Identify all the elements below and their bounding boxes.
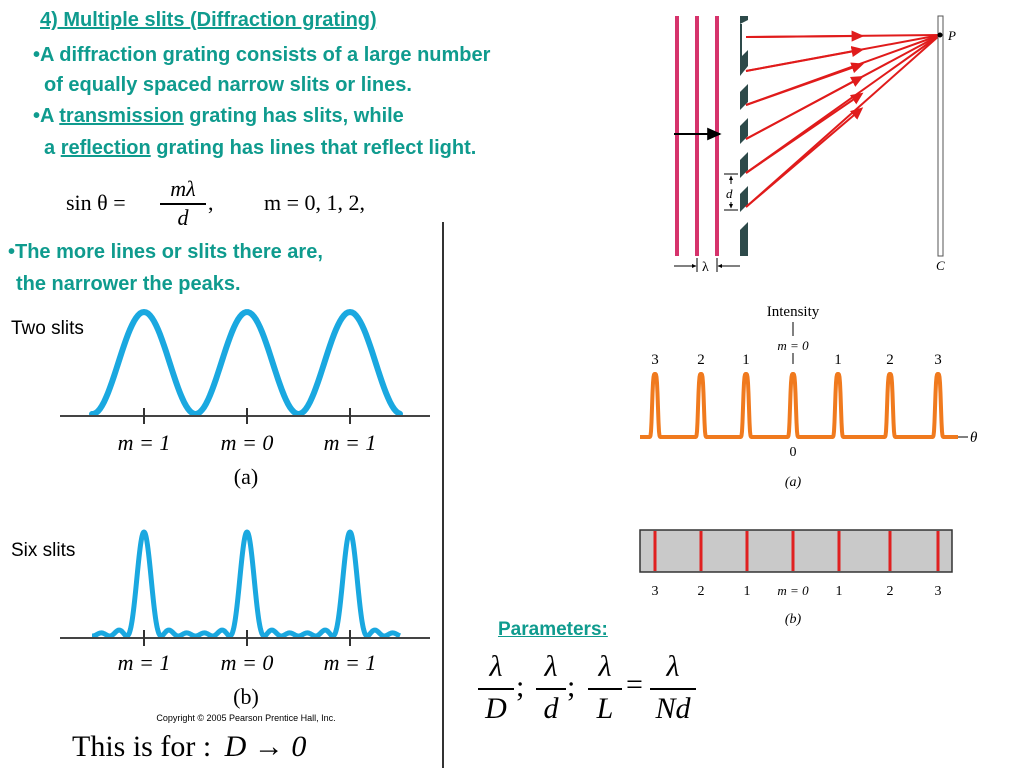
param-denominator: Nd bbox=[655, 692, 691, 725]
parameters-fractions: λ D ; λ d ; λ L = λ Nd bbox=[478, 650, 738, 740]
param-numerator: λ bbox=[544, 650, 558, 683]
footer-expression: D → 0 bbox=[224, 730, 307, 763]
term-reflection: reflection bbox=[60, 137, 151, 159]
screen-c-label: C bbox=[936, 258, 945, 273]
two-slits-label: Two slits bbox=[11, 318, 84, 339]
param-separator: ; bbox=[567, 670, 576, 703]
two-slits-curve bbox=[89, 308, 403, 418]
footer-text: This is for : bbox=[72, 730, 212, 763]
bullet-2b-post: grating has lines that reflect light. bbox=[150, 137, 477, 159]
six-slits-label: Six slits bbox=[11, 540, 76, 561]
strip-label: 1 bbox=[836, 584, 843, 599]
order-label: 2 bbox=[886, 352, 894, 368]
zero-label: 0 bbox=[790, 445, 797, 460]
formula-bar bbox=[160, 203, 206, 205]
intensity-m0-label: m = 0 bbox=[777, 338, 809, 353]
six-slits-plot: m = 1 m = 0 m = 1 (b) Copyright © 2005 P… bbox=[60, 529, 430, 723]
formula-numerator: mλ bbox=[170, 176, 196, 201]
two-slits-caption: (a) bbox=[234, 464, 258, 489]
param-bar bbox=[478, 688, 514, 690]
intensity-plot: Intensity m = 0 3 2 1 1 2 3 θ 0 (a) bbox=[638, 304, 978, 490]
line-pattern-strip: 3 2 1 m = 0 1 2 3 (b) bbox=[639, 529, 953, 627]
param-bar bbox=[650, 688, 696, 690]
lambda-label: λ bbox=[702, 260, 709, 275]
strip-lines bbox=[653, 531, 940, 571]
intensity-curve bbox=[638, 372, 960, 439]
theta-label: θ bbox=[970, 430, 978, 446]
param-numerator: λ bbox=[489, 650, 503, 683]
footer-note: This is for : D → 0 bbox=[72, 730, 306, 764]
strip-background bbox=[639, 529, 953, 573]
six-slits-tick-label: m = 1 bbox=[118, 650, 171, 675]
two-slits-tick-label: m = 1 bbox=[118, 430, 171, 455]
grating-bars bbox=[740, 16, 748, 256]
param-bar bbox=[588, 688, 622, 690]
intensity-caption: (a) bbox=[785, 475, 802, 490]
formula-comma: , bbox=[208, 190, 214, 215]
grating-apparatus-diagram: P C d λ bbox=[674, 15, 956, 275]
two-slits-plot: m = 1 m = 0 m = 1 (a) bbox=[60, 308, 430, 489]
bullet-2-pre: •A bbox=[33, 105, 60, 127]
param-separator: ; bbox=[516, 670, 525, 703]
param-separator: = bbox=[626, 668, 643, 701]
parameters-title: Parameters: bbox=[498, 619, 608, 640]
order-label: 1 bbox=[742, 352, 750, 368]
page-title: 4) Multiple slits (Diffraction grating) bbox=[40, 9, 377, 31]
d-label: d bbox=[726, 186, 733, 201]
copyright-notice: Copyright © 2005 Pearson Prentice Hall, … bbox=[156, 713, 335, 723]
bullet-2-post: grating has slits, while bbox=[183, 105, 404, 127]
param-bar bbox=[536, 688, 566, 690]
strip-label: 2 bbox=[698, 584, 705, 599]
param-denominator: L bbox=[596, 692, 614, 725]
bullet-1-line-1: •A diffraction grating consists of a lar… bbox=[33, 44, 491, 66]
two-slits-tick-label: m = 0 bbox=[221, 430, 274, 455]
six-slits-curve bbox=[90, 529, 402, 639]
formula-denominator: d bbox=[177, 205, 189, 230]
bullet-3-line-1: •The more lines or slits there are, bbox=[8, 241, 323, 263]
bullet-1-line-2: of equally spaced narrow slits or lines. bbox=[44, 74, 412, 96]
intensity-axis-label: Intensity bbox=[767, 304, 820, 320]
param-numerator: λ bbox=[598, 650, 612, 683]
bullet-3-line-2: the narrower the peaks. bbox=[16, 273, 241, 295]
grating-equation: sin θ = mλ d , m = 0, 1, 2, bbox=[66, 176, 426, 232]
param-denominator: d bbox=[543, 692, 559, 725]
order-label: 3 bbox=[934, 352, 942, 368]
six-slits-tick-label: m = 1 bbox=[324, 650, 377, 675]
bullet-2b-pre: a bbox=[44, 137, 61, 159]
screen-c bbox=[937, 15, 944, 257]
param-numerator: λ bbox=[666, 650, 680, 683]
strip-label: 2 bbox=[887, 584, 894, 599]
point-p-label: P bbox=[947, 28, 956, 43]
strip-label: m = 0 bbox=[777, 583, 809, 598]
order-label: 3 bbox=[651, 352, 659, 368]
term-transmission: transmission bbox=[59, 105, 184, 127]
bullet-2-line-2: a reflection grating has lines that refl… bbox=[44, 136, 476, 160]
strip-caption: (b) bbox=[785, 612, 802, 627]
formula-lhs: sin θ = bbox=[66, 190, 126, 215]
six-slits-tick-label: m = 0 bbox=[221, 650, 274, 675]
diffracted-rays bbox=[745, 30, 941, 208]
strip-label: 3 bbox=[935, 584, 942, 599]
bullet-2-line-1: •A transmission grating has slits, while bbox=[33, 104, 404, 128]
vertical-divider bbox=[442, 222, 444, 768]
two-slits-tick-label: m = 1 bbox=[324, 430, 377, 455]
strip-label: 1 bbox=[744, 584, 751, 599]
point-p bbox=[937, 32, 943, 38]
order-label: 2 bbox=[697, 352, 705, 368]
order-label: 1 bbox=[834, 352, 842, 368]
param-denominator: D bbox=[485, 692, 507, 725]
six-slits-caption: (b) bbox=[233, 684, 259, 709]
formula-m-values: m = 0, 1, 2, bbox=[264, 190, 366, 215]
strip-label: 3 bbox=[652, 584, 659, 599]
